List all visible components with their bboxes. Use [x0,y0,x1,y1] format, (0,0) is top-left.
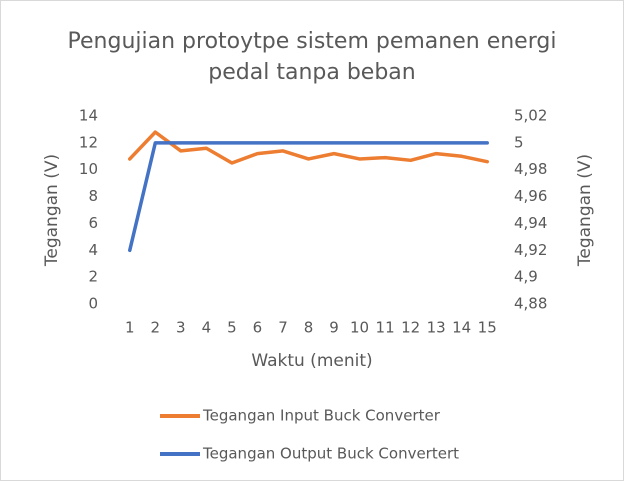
y-tick-label: 10 [79,160,98,178]
y-tick-label: 14 [79,107,98,125]
y-tick-label: 0 [88,295,98,313]
y2-tick-label: 4,9 [514,268,538,286]
y2-tick-label: 4,98 [514,160,547,178]
y2-tick-label: 4,94 [514,214,547,232]
chart-title: Pengujian protoytpe sistem pemanen energ… [67,29,557,85]
y-axis-label: Tegangan (V) [42,154,62,267]
x-tick-label: 6 [253,319,263,337]
y2-tick-label: 5,02 [514,107,547,125]
x-tick-label: 7 [278,319,288,337]
x-tick-label: 3 [176,319,186,337]
x-tick-label: 13 [427,319,446,337]
x-tick-label: 14 [452,319,471,337]
y-tick-label: 2 [88,268,98,286]
y2-tick-label: 4,96 [514,187,547,205]
legend-label: Tegangan Output Buck Convertert [202,445,459,463]
y2-tick-label: 4,88 [514,295,547,313]
y-tick-label: 8 [88,187,98,205]
y-tick-label: 12 [79,133,98,151]
x-tick-label: 4 [202,319,212,337]
x-tick-label: 8 [304,319,314,337]
y-tick-label: 4 [88,241,98,259]
x-tick-label: 2 [151,319,161,337]
x-tick-label: 10 [350,319,369,337]
y2-axis-label: Tegangan (V) [575,154,595,267]
x-tick-label: 9 [329,319,339,337]
x-tick-label: 15 [478,319,497,337]
x-tick-label: 5 [227,319,237,337]
legend-label: Tegangan Input Buck Converter [202,407,441,425]
x-tick-label: 1 [125,319,135,337]
x-axis-label: Waktu (menit) [251,351,372,371]
y-tick-label: 6 [88,214,98,232]
y2-tick-label: 4,92 [514,241,547,259]
y2-tick-label: 5 [514,133,524,151]
data-line [128,141,489,253]
data-line [128,130,489,165]
x-tick-label: 12 [401,319,420,337]
x-tick-label: 11 [376,319,395,337]
